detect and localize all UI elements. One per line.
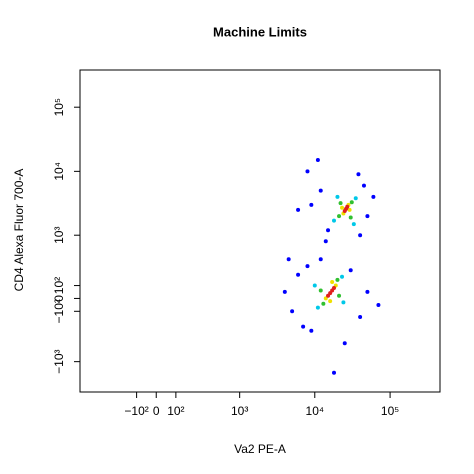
- x-tick-label: 0: [153, 404, 160, 418]
- data-point: [315, 158, 320, 163]
- data-point: [328, 299, 333, 304]
- data-point: [335, 194, 340, 199]
- data-point: [315, 305, 320, 310]
- data-point: [332, 286, 337, 291]
- y-tick-label: −10³: [52, 349, 66, 373]
- data-point: [348, 268, 353, 273]
- data-point: [290, 309, 295, 314]
- data-point: [321, 301, 326, 306]
- data-point: [342, 341, 347, 346]
- data-point: [349, 200, 354, 205]
- data-point: [318, 288, 323, 293]
- data-point: [312, 283, 317, 288]
- x-tick-label: −10²: [124, 404, 148, 418]
- y-tick-label: 10³: [52, 227, 66, 244]
- data-point: [296, 207, 301, 212]
- chart-title: Machine Limits: [213, 24, 307, 39]
- plot-frame: [79, 69, 441, 393]
- data-point: [361, 183, 366, 188]
- data-point: [282, 289, 287, 294]
- data-point: [376, 303, 381, 308]
- data-point: [337, 214, 342, 219]
- data-point: [351, 222, 356, 227]
- data-point: [348, 215, 353, 220]
- data-point: [332, 370, 337, 375]
- x-axis-label: Va2 PE-A: [234, 442, 286, 456]
- y-axis-label: CD4 Alexa Fluor 700-A: [12, 169, 26, 292]
- data-point: [365, 289, 370, 294]
- data-point: [340, 274, 345, 279]
- y-tick-label: 0: [52, 295, 66, 302]
- data-point: [335, 277, 340, 282]
- data-point: [318, 257, 323, 262]
- data-point: [305, 169, 310, 174]
- data-point: [341, 300, 346, 305]
- y-tick-label: 10⁴: [52, 162, 66, 181]
- data-point: [296, 272, 301, 277]
- x-tick-label: 10⁴: [306, 404, 325, 418]
- data-point: [305, 264, 310, 269]
- data-point: [330, 280, 335, 285]
- data-point: [345, 204, 350, 209]
- y-tick-label: −10²: [52, 299, 66, 323]
- x-tick-label: 10⁵: [381, 404, 399, 418]
- data-point: [340, 205, 345, 210]
- data-point: [323, 296, 328, 301]
- data-point: [318, 188, 323, 193]
- data-point: [358, 233, 363, 238]
- data-point: [337, 293, 342, 298]
- data-point: [353, 196, 358, 201]
- data-point: [365, 214, 370, 219]
- data-point: [309, 328, 314, 333]
- data-point: [342, 209, 347, 214]
- y-tick-label: 10²: [52, 277, 66, 294]
- data-point: [356, 172, 361, 177]
- data-point: [326, 293, 331, 298]
- data-point: [323, 239, 328, 244]
- data-point: [301, 324, 306, 329]
- data-point: [286, 257, 291, 262]
- data-point: [371, 194, 376, 199]
- data-point: [358, 315, 363, 320]
- data-point: [332, 218, 337, 223]
- data-point: [326, 228, 331, 233]
- data-point: [338, 201, 343, 206]
- x-tick-label: 10³: [231, 404, 248, 418]
- data-point: [309, 202, 314, 207]
- x-tick-label: 10²: [167, 404, 184, 418]
- y-tick-label: 10⁵: [52, 98, 66, 116]
- data-point: [347, 207, 352, 212]
